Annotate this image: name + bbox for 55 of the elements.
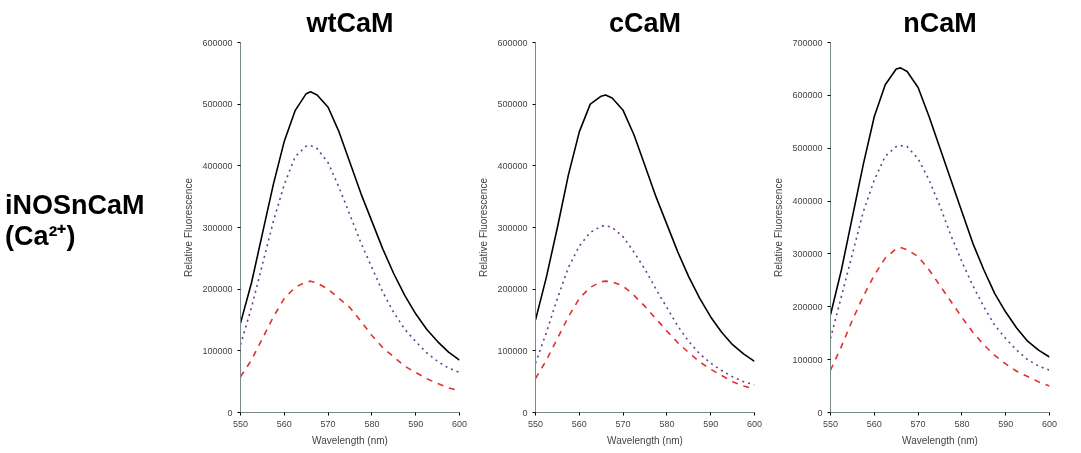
y-tick-label: 500000 <box>202 99 233 110</box>
y-tick-label: 400000 <box>202 160 233 171</box>
line-series <box>830 144 1050 372</box>
x-tick-label: 550 <box>822 418 839 429</box>
chart-title: cCaM <box>608 7 682 38</box>
x-tick-label: 560 <box>571 418 587 429</box>
x-axis-title: Wavelength (nm) <box>312 434 388 446</box>
y-tick-label: 400000 <box>792 196 823 207</box>
x-tick-label: 570 <box>320 418 336 429</box>
y-tick-label: 200000 <box>202 284 233 295</box>
y-tick-label: 500000 <box>497 99 528 110</box>
x-tick-label: 570 <box>910 418 926 429</box>
y-tick-label: 700000 <box>792 37 823 48</box>
line-series <box>240 91 460 361</box>
y-tick-label: 300000 <box>497 222 528 233</box>
x-tick-label: 600 <box>1041 418 1058 429</box>
y-tick-label: 200000 <box>497 284 528 295</box>
x-tick-label: 580 <box>659 418 675 429</box>
x-tick-label: 550 <box>232 418 249 429</box>
x-axis-title: Wavelength (nm) <box>607 434 683 446</box>
y-tick-label: 600000 <box>497 37 528 48</box>
x-tick-label: 590 <box>408 418 424 429</box>
y-tick-label: 0 <box>227 407 233 418</box>
x-tick-label: 600 <box>451 418 468 429</box>
y-axis-title: Relative Fluorescence <box>478 177 490 277</box>
y-tick-label: 200000 <box>792 301 823 312</box>
x-tick-label: 590 <box>998 418 1014 429</box>
chart-title: nCaM <box>903 7 977 38</box>
y-tick-label: 300000 <box>792 248 823 259</box>
line-series <box>830 246 1050 387</box>
y-axis-title: Relative Fluorescence <box>773 177 785 277</box>
line-series <box>240 144 460 374</box>
chart-title: wtCaM <box>305 7 394 38</box>
y-tick-label: 100000 <box>202 345 233 356</box>
x-tick-label: 560 <box>276 418 292 429</box>
y-tick-label: 600000 <box>792 90 823 101</box>
y-tick-label: 300000 <box>202 222 233 233</box>
x-tick-label: 580 <box>364 418 380 429</box>
y-tick-label: 400000 <box>497 160 528 171</box>
x-tick-label: 600 <box>746 418 763 429</box>
y-tick-label: 100000 <box>497 345 528 356</box>
y-tick-label: 100000 <box>792 354 823 365</box>
y-axis-title: Relative Fluorescence <box>183 177 195 277</box>
x-tick-label: 590 <box>703 418 719 429</box>
x-tick-label: 560 <box>866 418 882 429</box>
line-series <box>535 94 755 363</box>
y-tick-label: 0 <box>817 407 823 418</box>
text: iNOSnCaM (Ca²⁺) <box>5 190 146 253</box>
y-tick-label: 600000 <box>202 37 233 48</box>
y-tick-label: 0 <box>522 407 528 418</box>
x-tick-label: 570 <box>615 418 631 429</box>
x-axis-title: Wavelength (nm) <box>902 434 978 446</box>
y-tick-label: 500000 <box>792 143 823 154</box>
x-tick-label: 580 <box>954 418 970 429</box>
x-tick-label: 550 <box>527 418 544 429</box>
